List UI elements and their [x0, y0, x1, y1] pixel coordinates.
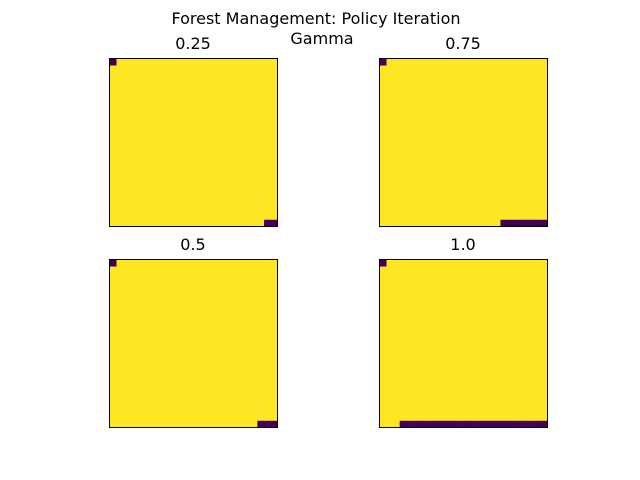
heatmap-cell-action-1	[426, 420, 434, 428]
heatmap-base-action-0	[109, 259, 278, 428]
heatmap-cell-action-1	[534, 219, 542, 227]
heatmap-cell-action-1	[493, 420, 501, 428]
heatmap-cell-action-1	[413, 420, 421, 428]
heatmap-cell-action-1	[270, 420, 278, 428]
heatmap-cell-action-1	[513, 219, 521, 227]
heatmap-base-action-0	[379, 58, 548, 227]
heatmap-cell-action-1	[453, 420, 461, 428]
panel-title: 0.5	[180, 235, 205, 254]
heatmap-base-action-0	[109, 58, 278, 227]
heatmap-cell-action-1	[507, 219, 515, 227]
panel-title: 0.75	[445, 34, 481, 53]
heatmap-cell-action-1	[433, 420, 441, 428]
heatmap-cell-action-1	[507, 420, 515, 428]
heatmap-cell-action-1	[264, 420, 272, 428]
axes-frame	[109, 58, 278, 227]
heatmap-cell-action-1	[500, 219, 508, 227]
axes-frame	[379, 259, 548, 428]
heatmap-cell-action-1	[527, 219, 535, 227]
heatmap-cell-action-1	[109, 259, 117, 267]
heatmap-cell-action-1	[466, 420, 474, 428]
heatmap-cell-action-1	[527, 420, 535, 428]
heatmap-cells	[109, 259, 278, 428]
heatmap-cell-action-1	[540, 219, 548, 227]
heatmap-cell-action-1	[460, 420, 468, 428]
heatmap-cell-action-1	[540, 420, 548, 428]
heatmap-cell-action-1	[379, 58, 387, 66]
heatmap-panel-gamma-0-5: 0.5	[109, 235, 278, 428]
heatmap-panel-gamma-0-75: 0.75	[379, 34, 548, 227]
heatmap-cell-action-1	[399, 420, 407, 428]
panel-title: 0.25	[175, 34, 211, 53]
heatmap-cell-action-1	[446, 420, 454, 428]
heatmap-cell-action-1	[379, 259, 387, 267]
figure-subtitle: Gamma	[290, 29, 353, 48]
heatmap-cell-action-1	[109, 58, 117, 66]
heatmap-cell-action-1	[264, 219, 272, 227]
heatmap-cell-action-1	[473, 420, 481, 428]
heatmap-cell-action-1	[419, 420, 427, 428]
heatmap-cell-action-1	[439, 420, 447, 428]
axes-frame	[109, 259, 278, 428]
heatmap-cell-action-1	[257, 420, 265, 428]
heatmap-cells	[379, 259, 548, 428]
figure-title: Forest Management: Policy Iteration	[171, 9, 460, 28]
heatmap-cell-action-1	[500, 420, 508, 428]
heatmap-panel-gamma-1-0: 1.0	[379, 235, 548, 428]
heatmap-cell-action-1	[487, 420, 495, 428]
heatmap-cell-action-1	[520, 420, 528, 428]
heatmap-base-action-0	[379, 259, 548, 428]
heatmap-panel-gamma-0-25: 0.25	[109, 34, 278, 227]
axes-frame	[379, 58, 548, 227]
heatmap-cell-action-1	[520, 219, 528, 227]
heatmap-cells	[109, 58, 278, 227]
heatmap-cells	[379, 58, 548, 227]
heatmap-cell-action-1	[513, 420, 521, 428]
heatmap-cell-action-1	[406, 420, 414, 428]
heatmap-cell-action-1	[270, 219, 278, 227]
heatmap-cell-action-1	[480, 420, 488, 428]
panel-title: 1.0	[450, 235, 475, 254]
heatmap-cell-action-1	[534, 420, 542, 428]
